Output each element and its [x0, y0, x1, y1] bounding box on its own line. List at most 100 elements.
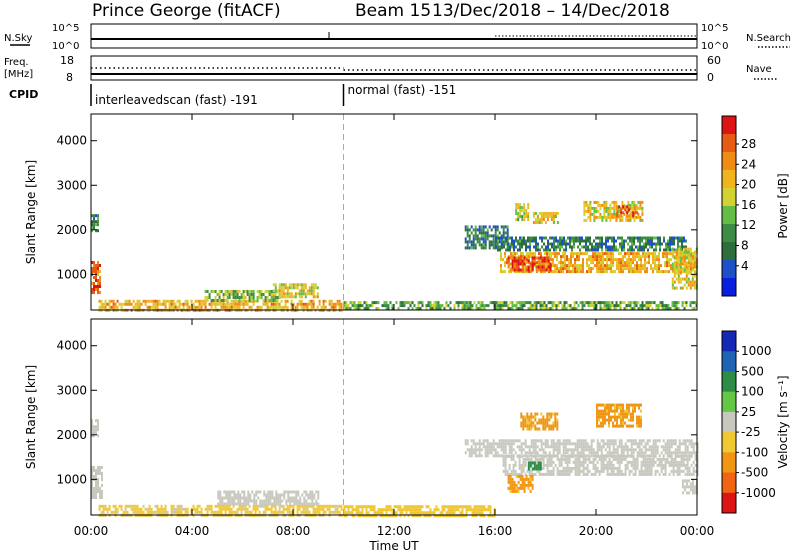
- heatmap-cell: [391, 508, 394, 512]
- heatmap-cell: [253, 493, 256, 497]
- colorbar-label: Power [dB]: [776, 173, 790, 238]
- heatmap-cell: [300, 292, 303, 296]
- heatmap-cell: [296, 302, 299, 306]
- heatmap-cell: [511, 268, 514, 272]
- heatmap-cell: [500, 252, 502, 256]
- heatmap-cell: [576, 463, 579, 467]
- heatmap-cell: [453, 508, 456, 512]
- heatmap-cell: [623, 248, 625, 252]
- heatmap-cell: [246, 299, 249, 303]
- heatmap-cell: [619, 236, 621, 240]
- heatmap-cell: [519, 301, 522, 305]
- heatmap-cell: [274, 305, 277, 309]
- heatmap-cell: [664, 270, 666, 274]
- heatmap-cell: [502, 225, 505, 229]
- heatmap-cell: [485, 508, 488, 512]
- heatmap-cell: [514, 252, 516, 256]
- heatmap-cell: [471, 508, 474, 512]
- heatmap-cell: [279, 499, 282, 503]
- heatmap-cell: [553, 236, 555, 240]
- heatmap-cell: [317, 502, 320, 506]
- heatmap-cell: [645, 239, 647, 243]
- heatmap-cell: [523, 259, 526, 263]
- heatmap-cell: [545, 256, 548, 260]
- heatmap-cell: [236, 290, 239, 293]
- heatmap-cell: [668, 252, 670, 256]
- heatmap-cell: [670, 457, 673, 461]
- heatmap-cell: [599, 307, 602, 311]
- heatmap-cell: [643, 245, 645, 249]
- heatmap-cell: [546, 415, 549, 419]
- heatmap-cell: [582, 469, 585, 473]
- colorbar-tick-label: 4: [741, 259, 749, 273]
- heatmap-cell: [541, 239, 543, 243]
- heatmap-cell: [502, 445, 505, 449]
- heatmap-cell: [611, 304, 614, 308]
- heatmap-cell: [263, 490, 266, 494]
- heatmap-cell: [604, 412, 606, 416]
- heatmap-cell: [447, 505, 450, 509]
- heatmap-cell: [522, 457, 525, 461]
- heatmap-cell: [488, 225, 491, 229]
- heatmap-cell: [249, 499, 252, 503]
- heatmap-cell: [451, 508, 454, 512]
- heatmap-cell: [469, 508, 472, 512]
- heatmap-cell: [671, 253, 674, 257]
- heatmap-cell: [507, 304, 510, 308]
- heatmap-cell: [609, 203, 612, 207]
- heatmap-cell: [225, 502, 228, 506]
- heatmap-cell: [634, 205, 637, 209]
- heatmap-cell: [547, 239, 549, 243]
- heatmap-cell: [97, 273, 99, 276]
- heatmap-cell: [630, 448, 633, 452]
- heatmap-cell: [543, 307, 546, 311]
- heatmap-cell: [688, 442, 691, 446]
- heatmap-cell: [524, 454, 527, 458]
- heatmap-cell: [270, 504, 273, 508]
- heatmap-cell: [547, 265, 550, 269]
- heatmap-cell: [465, 307, 468, 311]
- heatmap-cell: [629, 245, 631, 249]
- heatmap-cell: [570, 270, 572, 274]
- heatmap-cell: [252, 507, 255, 511]
- heatmap-cell: [301, 493, 304, 497]
- heatmap-cell: [425, 511, 428, 515]
- heatmap-cell: [409, 511, 412, 515]
- heatmap-cell: [520, 463, 523, 467]
- heatmap-cell: [312, 289, 315, 293]
- heatmap-cell: [230, 290, 233, 293]
- heatmap-cell: [622, 418, 624, 422]
- heatmap-cell: [99, 270, 101, 273]
- heatmap-cell: [650, 252, 652, 256]
- heatmap-cell: [575, 239, 577, 243]
- heatmap-cell: [580, 454, 583, 458]
- heatmap-cell: [636, 424, 638, 428]
- heatmap-cell: [543, 256, 546, 260]
- heatmap-cell: [678, 454, 681, 458]
- heatmap-cell: [318, 507, 321, 511]
- heatmap-cell: [295, 502, 298, 506]
- heatmap-cell: [278, 292, 281, 296]
- heatmap-cell: [529, 245, 531, 249]
- heatmap-cell: [435, 304, 438, 308]
- heatmap-cell: [312, 305, 315, 309]
- heatmap-cell: [531, 236, 533, 240]
- heatmap-cell: [588, 258, 590, 262]
- heatmap-cell: [101, 466, 103, 469]
- heatmap-cell: [415, 508, 418, 512]
- heatmap-cell: [95, 214, 97, 218]
- heatmap-cell: [576, 445, 579, 449]
- heatmap-cell: [529, 265, 532, 269]
- heatmap-cell: [288, 510, 291, 514]
- heatmap-cell: [573, 242, 575, 246]
- heatmap-cell: [498, 442, 501, 446]
- heatmap-cell: [671, 265, 674, 269]
- heatmap-cell: [664, 442, 667, 446]
- heatmap-cell: [300, 295, 303, 299]
- heatmap-cell: [673, 265, 676, 269]
- heatmap-cell: [240, 299, 243, 303]
- heatmap-cell: [316, 305, 319, 309]
- heatmap-cell: [218, 293, 221, 296]
